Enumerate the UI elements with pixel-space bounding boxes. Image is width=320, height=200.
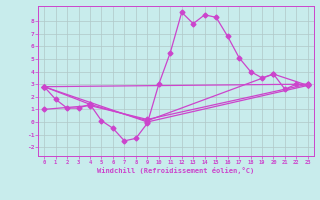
X-axis label: Windchill (Refroidissement éolien,°C): Windchill (Refroidissement éolien,°C) bbox=[97, 167, 255, 174]
